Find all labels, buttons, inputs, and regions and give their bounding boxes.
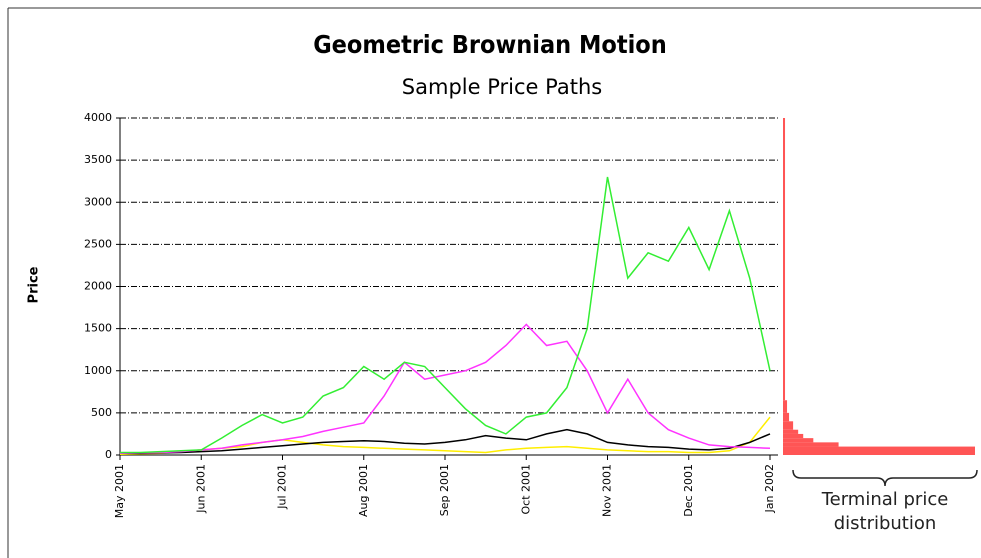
y-tick-label: 2000 [84, 280, 112, 293]
x-tick-label: Dec 2001 [682, 464, 695, 517]
histogram-bar [783, 118, 786, 401]
y-tick-label: 3000 [84, 195, 112, 208]
y-tick-label: 4000 [84, 111, 112, 124]
x-tick-label: Sep 2001 [438, 464, 451, 516]
y-tick-label: 500 [91, 406, 112, 419]
y-tick-label: 2500 [84, 237, 112, 250]
chart-subtitle: Sample Price Paths [402, 75, 602, 99]
y-tick-label: 1500 [84, 322, 112, 335]
x-tick-label: Aug 2001 [357, 464, 370, 517]
x-tick-label: Oct 2001 [519, 464, 532, 515]
histogram-bar [783, 429, 799, 434]
y-tick-label: 0 [105, 448, 112, 461]
x-tick-label: Jun 2001 [194, 464, 207, 514]
x-tick-label: Jan 2002 [763, 464, 776, 513]
chart-title: Geometric Brownian Motion [313, 30, 667, 59]
histogram-bar [783, 433, 804, 439]
annotation: Terminal price distribution [821, 489, 949, 534]
histogram-bar [783, 412, 790, 422]
x-tick-label: Nov 2001 [601, 464, 614, 517]
histogram-bar [783, 421, 794, 430]
y-tick-label: 3500 [84, 153, 112, 166]
y-axis-label: Price [27, 266, 42, 303]
price-path [120, 176, 771, 454]
x-tick-label: Jul 2001 [276, 464, 289, 510]
brace [792, 469, 978, 487]
x-tick-label: May 2001 [113, 464, 126, 518]
histogram-bar [783, 442, 839, 447]
histogram-bar [783, 438, 814, 443]
histogram-bar [783, 446, 975, 455]
price-path [120, 428, 771, 455]
y-tick-label: 1000 [84, 364, 112, 377]
histogram-bar [783, 400, 788, 413]
price-path [119, 323, 771, 455]
